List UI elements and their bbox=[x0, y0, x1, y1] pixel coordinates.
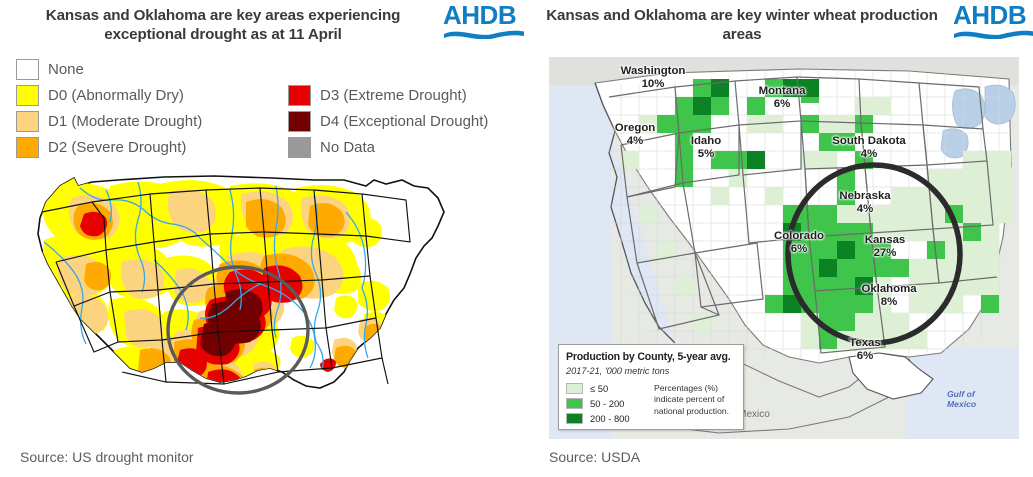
great-lakes bbox=[940, 84, 1016, 159]
production-legend-body: ≤ 50 50 - 200 200 - 800 Percentages (%) … bbox=[566, 381, 736, 426]
ahdb-logo: AHDB bbox=[443, 2, 525, 42]
legend-label-d0: D0 (Abnormally Dry) bbox=[48, 86, 184, 104]
production-swatch-high bbox=[566, 413, 583, 424]
drought-class-d4 bbox=[200, 289, 263, 357]
production-swatch-low bbox=[566, 383, 583, 394]
right-panel-header: Kansas and Oklahoma are key winter wheat… bbox=[516, 0, 1033, 50]
legend-item-nodata: No Data bbox=[288, 134, 488, 160]
ahdb-logo-text: AHDB bbox=[953, 0, 1027, 30]
left-panel-header: Kansas and Oklahoma are key areas experi… bbox=[0, 0, 524, 50]
production-legend-note: Percentages (%) indicate percent of nati… bbox=[654, 383, 730, 416]
production-legend-item-low: ≤ 50 bbox=[566, 381, 654, 396]
legend-item-d2: D2 (Severe Drought) bbox=[16, 134, 202, 160]
legend-swatch-none bbox=[16, 58, 39, 80]
production-legend: Production by County, 5-year avg. 2017-2… bbox=[558, 344, 744, 430]
production-label-high: 200 - 800 bbox=[590, 413, 630, 424]
legend-swatch-d2 bbox=[16, 136, 39, 158]
production-label-low: ≤ 50 bbox=[590, 383, 609, 394]
legend-label-d2: D2 (Severe Drought) bbox=[48, 138, 187, 156]
legend-swatch-no-data bbox=[288, 136, 311, 158]
ahdb-wave-icon bbox=[954, 30, 1033, 39]
usda-winter-wheat-production-map[interactable]: Washington 10% Montana 6% Oregon 4% Idah… bbox=[549, 57, 1019, 439]
legend-item-d3: D3 (Extreme Drought) bbox=[288, 82, 488, 108]
texas-coast bbox=[848, 352, 934, 400]
gulf-of-mexico bbox=[905, 347, 1019, 439]
source-label-drought: Source: US drought monitor bbox=[20, 449, 194, 465]
production-label-mid: 50 - 200 bbox=[590, 398, 625, 409]
production-legend-title: Production by County, 5-year avg. bbox=[566, 351, 731, 363]
drought-legend-column-2: D3 (Extreme Drought) D4 (Exceptional Dro… bbox=[288, 82, 488, 160]
ahdb-wave-icon bbox=[444, 30, 524, 39]
legend-item-d0: D0 (Abnormally Dry) bbox=[16, 82, 202, 108]
legend-swatch-d3 bbox=[288, 84, 311, 106]
drought-legend-column-1: None D0 (Abnormally Dry) D1 (Moderate Dr… bbox=[16, 56, 202, 160]
legend-label-no-data: No Data bbox=[320, 138, 376, 156]
legend-label-none: None bbox=[48, 60, 84, 78]
production-class-high bbox=[693, 79, 873, 313]
us-drought-monitor-map bbox=[14, 172, 462, 437]
production-legend-item-mid: 50 - 200 bbox=[566, 396, 654, 411]
legend-swatch-d4 bbox=[288, 110, 311, 132]
ahdb-logo-text: AHDB bbox=[443, 0, 517, 30]
legend-item-d1: D1 (Moderate Drought) bbox=[16, 108, 202, 134]
drought-legend: None D0 (Abnormally Dry) D1 (Moderate Dr… bbox=[16, 56, 496, 164]
production-legend-item-high: 200 - 800 bbox=[566, 411, 654, 426]
kansas-oklahoma-drought-highlight bbox=[166, 265, 310, 395]
page-title-drought: Kansas and Oklahoma are key areas experi… bbox=[45, 7, 401, 43]
legend-label-d1: D1 (Moderate Drought) bbox=[48, 112, 203, 130]
state-borders bbox=[608, 76, 998, 354]
kansas-oklahoma-production-highlight bbox=[785, 162, 963, 346]
legend-swatch-d1 bbox=[16, 110, 39, 132]
ahdb-logo: AHDB bbox=[953, 2, 1033, 42]
source-label-wheat: Source: USDA bbox=[549, 449, 641, 465]
production-swatch-mid bbox=[566, 398, 583, 409]
legend-item-d4: D4 (Exceptional Drought) bbox=[288, 108, 488, 134]
pacific-coastline bbox=[594, 82, 676, 344]
page-title-wheat: Kansas and Oklahoma are key winter wheat… bbox=[546, 7, 938, 43]
drought-panel: Kansas and Oklahoma are key areas experi… bbox=[0, 0, 524, 477]
wheat-production-panel: Kansas and Oklahoma are key winter wheat… bbox=[516, 0, 1033, 477]
legend-swatch-d0 bbox=[16, 84, 39, 106]
legend-label-d4: D4 (Exceptional Drought) bbox=[320, 112, 489, 130]
drought-map-state-borders bbox=[41, 187, 411, 385]
production-legend-subtitle: 2017-21, '000 metric tons bbox=[566, 366, 670, 376]
production-legend-scale: ≤ 50 50 - 200 200 - 800 bbox=[566, 381, 654, 426]
legend-item-none: None bbox=[16, 56, 202, 82]
legend-label-d3: D3 (Extreme Drought) bbox=[320, 86, 467, 104]
